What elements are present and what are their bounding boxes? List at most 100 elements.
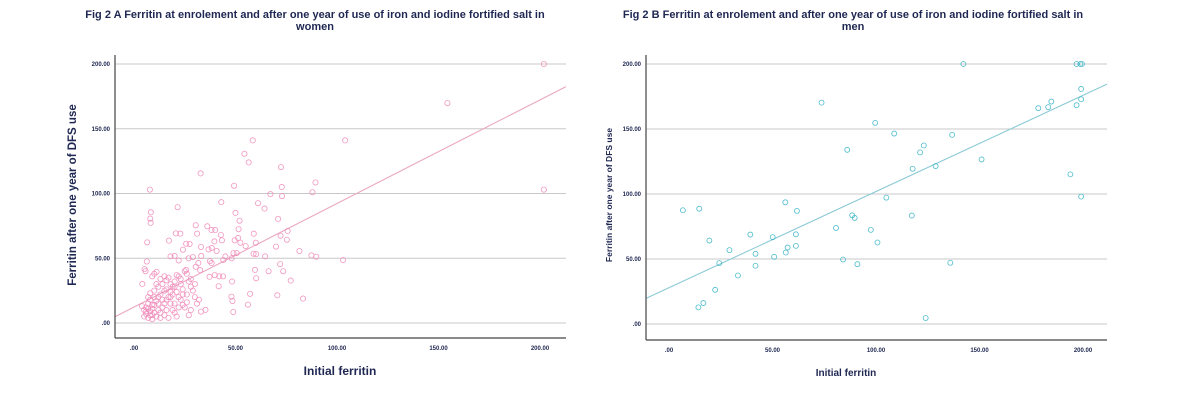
chart-b-point	[792, 242, 799, 249]
chart-a-point	[217, 231, 224, 238]
chart-a-point	[250, 250, 257, 257]
chart-a-ytick-label: 200.00	[92, 62, 111, 68]
chart-a-point	[157, 314, 164, 321]
chart-a-point	[229, 297, 236, 304]
chart-b-ytick-label: 100.00	[623, 192, 642, 198]
chart-b-xtick-label: 50.00	[765, 348, 781, 354]
chart-a-point	[284, 228, 291, 235]
chart-a-xtick-label: 100.00	[328, 346, 347, 352]
chart-a-point	[147, 219, 154, 226]
chart-b-point	[794, 207, 800, 214]
chart-a-point	[230, 308, 237, 315]
chart-a-point	[228, 293, 235, 300]
chart-a-point	[197, 170, 204, 177]
chart-b-point	[1079, 61, 1085, 67]
chart-a-point	[540, 186, 547, 193]
chart-b-point	[883, 194, 890, 201]
chart-a-point	[175, 257, 182, 264]
chart-b-point	[932, 163, 939, 169]
chart-b-point	[854, 261, 861, 268]
chart-b-point	[947, 259, 954, 266]
chart-b-point	[706, 237, 713, 244]
chart-a-point	[208, 227, 215, 234]
chart-a-point	[204, 223, 211, 230]
chart-a-point	[151, 294, 158, 301]
chart-a-ylabel: Ferritin after one year of DFS use	[67, 104, 79, 286]
chart-a-point	[185, 255, 192, 262]
chart-a-ytick-label: 50.00	[95, 256, 111, 262]
chart-a-point	[249, 137, 256, 144]
chart-b-point	[747, 231, 754, 238]
chart-b-point	[840, 256, 846, 263]
chart-a-point	[172, 230, 179, 237]
chart-b-point	[1078, 96, 1085, 103]
chart-a-point	[149, 301, 156, 308]
chart-a-point	[312, 179, 319, 186]
chart-b-point	[874, 239, 881, 246]
chart-b-point	[949, 131, 956, 138]
chart-a-point	[247, 290, 254, 297]
chart-a-point	[230, 250, 237, 257]
chart-a-xtick-label: 150.00	[429, 346, 448, 352]
chart-b-point	[920, 142, 927, 149]
chart-a-point	[179, 246, 186, 253]
chart-a-point	[181, 304, 188, 311]
chart-b-point	[1048, 98, 1055, 105]
chart-a-title-line1: Fig 2 A Ferritin at enrolement and after…	[85, 9, 545, 21]
chart-b-point	[752, 250, 759, 257]
chart-a-point	[235, 226, 242, 233]
chart-a-point	[308, 252, 315, 259]
chart-b-point	[679, 207, 686, 214]
chart-a-point	[155, 300, 162, 307]
chart-b-point	[696, 205, 703, 212]
chart-b-point	[752, 262, 759, 269]
chart-a-point	[218, 199, 225, 206]
chart-a-point	[287, 277, 294, 284]
chart-a-point	[265, 268, 272, 275]
chart-a-point	[165, 274, 172, 281]
chart-a-point	[277, 164, 284, 171]
chart-a-point	[216, 273, 223, 280]
chart-a-point	[233, 250, 240, 257]
chart-a-point	[296, 247, 303, 254]
chart-a-point	[195, 296, 202, 303]
chart-a-xtick-label: .00	[130, 346, 139, 352]
chart-a-point	[177, 230, 184, 237]
chart-a-point	[275, 215, 282, 222]
chart-b-xlabel: Initial ferritin	[816, 368, 877, 379]
chart-b-xtick-label: 150.00	[970, 348, 989, 354]
chart-a-point	[236, 217, 243, 224]
chart-a-point	[206, 273, 213, 280]
chart-a-point	[171, 278, 178, 285]
chart-a-point	[211, 272, 218, 279]
chart-a-point	[191, 281, 198, 288]
chart-b-point	[1078, 193, 1085, 200]
chart-a-point	[192, 222, 199, 229]
chart-a-point	[273, 243, 280, 250]
chart-a-point	[300, 295, 307, 302]
chart-a-point	[173, 272, 180, 279]
chart-a-ytick-label: .00	[102, 321, 111, 327]
chart-a-xlabel: Initial ferritin	[304, 364, 377, 378]
chart-a-point	[237, 239, 244, 246]
chart-a-point	[235, 235, 242, 242]
chart-b-point	[922, 315, 929, 321]
chart-b-point	[917, 149, 923, 156]
chart-a-point	[213, 247, 220, 254]
chart-b-point	[872, 119, 879, 126]
chart-a-point	[218, 237, 225, 244]
chart-a-point	[183, 266, 190, 273]
chart-a-point	[220, 273, 227, 280]
chart-a-point	[189, 287, 196, 294]
chart-b-point	[726, 247, 733, 254]
chart-a-point	[205, 246, 212, 253]
chart-b-point	[782, 249, 789, 256]
chart-b-point	[844, 146, 851, 153]
chart-a-point	[195, 260, 202, 267]
chart-b-ylabel: Ferritin after one year of DFS use	[604, 128, 614, 262]
chart-b-point	[818, 99, 825, 106]
chart-a-point	[313, 253, 320, 260]
chart-a-point	[208, 260, 215, 267]
chart-a-point	[267, 191, 274, 198]
